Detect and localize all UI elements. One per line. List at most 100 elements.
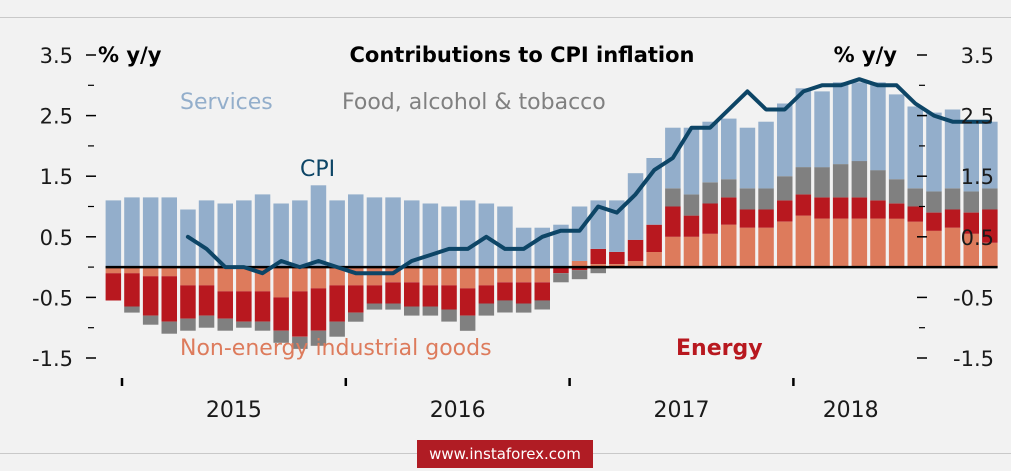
bar-neig-36 — [777, 221, 793, 268]
bar-services-36 — [777, 103, 793, 177]
bar-neig-27 — [609, 264, 625, 268]
bar-neig-25 — [571, 261, 588, 268]
bar-energy-31 — [683, 215, 700, 237]
bar-energy-4 — [180, 285, 196, 319]
legend-services: Services — [180, 90, 273, 115]
bar-services-39 — [832, 82, 849, 165]
bar-neig-0 — [105, 267, 122, 274]
bar-food-22 — [515, 303, 532, 313]
bar-services-3 — [161, 197, 177, 268]
bar-services-17 — [422, 203, 439, 268]
bar-food-2 — [142, 315, 159, 325]
legend-neig: Non-energy industrial goods — [180, 336, 492, 361]
bar-energy-5 — [198, 285, 215, 316]
bar-services-12 — [329, 200, 345, 268]
bar-energy-20 — [478, 285, 495, 304]
bar-neig-5 — [198, 267, 215, 286]
bar-food-45 — [944, 188, 961, 210]
bar-energy-2 — [142, 276, 159, 316]
bar-services-34 — [739, 127, 756, 189]
ytick-label-right-3.5: 3.5 — [961, 44, 994, 68]
bar-energy-13 — [348, 285, 364, 313]
bar-neig-43 — [907, 221, 923, 268]
bar-neig-39 — [832, 218, 849, 268]
bar-neig-23 — [534, 267, 550, 283]
bar-services-0 — [105, 200, 122, 268]
bar-food-24 — [553, 273, 569, 283]
bar-food-38 — [814, 167, 830, 198]
bar-food-1 — [124, 306, 140, 313]
bar-energy-43 — [907, 206, 923, 222]
bar-energy-45 — [944, 209, 961, 228]
bar-services-1 — [124, 197, 140, 268]
cpi-line — [185, 77, 992, 276]
bar-food-4 — [180, 318, 196, 331]
watermark: www.instaforex.com — [417, 440, 593, 468]
bar-energy-19 — [459, 288, 476, 316]
bar-food-44 — [926, 191, 942, 213]
bar-neig-2 — [142, 267, 159, 277]
bar-neig-18 — [441, 267, 457, 286]
bar-services-35 — [758, 121, 774, 189]
bar-neig-37 — [795, 215, 812, 268]
bar-energy-10 — [292, 291, 308, 337]
bar-energy-3 — [161, 276, 177, 322]
bar-services-21 — [497, 206, 513, 268]
bar-services-25 — [571, 206, 588, 261]
bar-services-2 — [142, 197, 159, 268]
bar-energy-0 — [105, 273, 122, 301]
bar-food-32 — [702, 182, 718, 204]
bar-neig-4 — [180, 267, 196, 286]
bar-services-33 — [721, 118, 737, 180]
bar-food-42 — [888, 179, 905, 204]
bar-services-7 — [236, 200, 252, 268]
bar-food-6 — [217, 318, 233, 331]
cpi-line-layer — [185, 77, 992, 276]
chart-title: Contributions to CPI inflation — [350, 43, 695, 67]
bar-food-8 — [254, 321, 271, 331]
legend-cpi: CPI — [300, 157, 335, 182]
bar-services-40 — [851, 82, 868, 162]
bar-energy-47 — [982, 209, 998, 243]
bar-energy-21 — [497, 282, 513, 301]
bar-energy-26 — [590, 248, 606, 264]
bar-services-14 — [366, 197, 383, 268]
bar-food-16 — [404, 306, 420, 316]
bar-services-8 — [254, 194, 271, 268]
bar-food-13 — [348, 312, 364, 322]
bar-neig-6 — [217, 267, 233, 292]
bar-energy-33 — [721, 197, 737, 225]
bar-food-21 — [497, 300, 513, 313]
bar-energy-38 — [814, 197, 830, 219]
bar-food-18 — [441, 309, 457, 322]
bar-neig-17 — [422, 267, 439, 286]
bar-energy-34 — [739, 209, 756, 228]
bar-food-43 — [907, 188, 923, 207]
bar-neig-35 — [758, 227, 774, 268]
bar-neig-3 — [161, 267, 177, 277]
bar-food-19 — [459, 315, 476, 331]
bar-services-24 — [553, 224, 569, 268]
bar-food-37 — [795, 167, 812, 195]
bar-energy-39 — [832, 197, 849, 219]
bar-neig-28 — [627, 261, 644, 268]
bar-food-34 — [739, 188, 756, 210]
ytick-label-left--0.5: -0.5 — [32, 286, 73, 310]
bar-services-6 — [217, 203, 233, 268]
bar-food-17 — [422, 306, 439, 316]
bar-services-43 — [907, 106, 923, 189]
bar-energy-8 — [254, 291, 271, 322]
bar-energy-7 — [236, 291, 252, 322]
bar-neig-44 — [926, 230, 942, 268]
ytick-label-left--1.5: -1.5 — [32, 347, 73, 371]
bar-energy-24 — [553, 267, 569, 274]
legend-energy: Energy — [676, 336, 763, 361]
bar-energy-25 — [571, 267, 588, 271]
bar-services-11 — [310, 185, 327, 268]
bar-food-9 — [273, 330, 289, 343]
ytick-label-right-0.5: 0.5 — [961, 226, 994, 250]
bar-services-46 — [963, 121, 979, 192]
bar-services-41 — [870, 82, 886, 171]
bar-services-19 — [459, 200, 476, 268]
